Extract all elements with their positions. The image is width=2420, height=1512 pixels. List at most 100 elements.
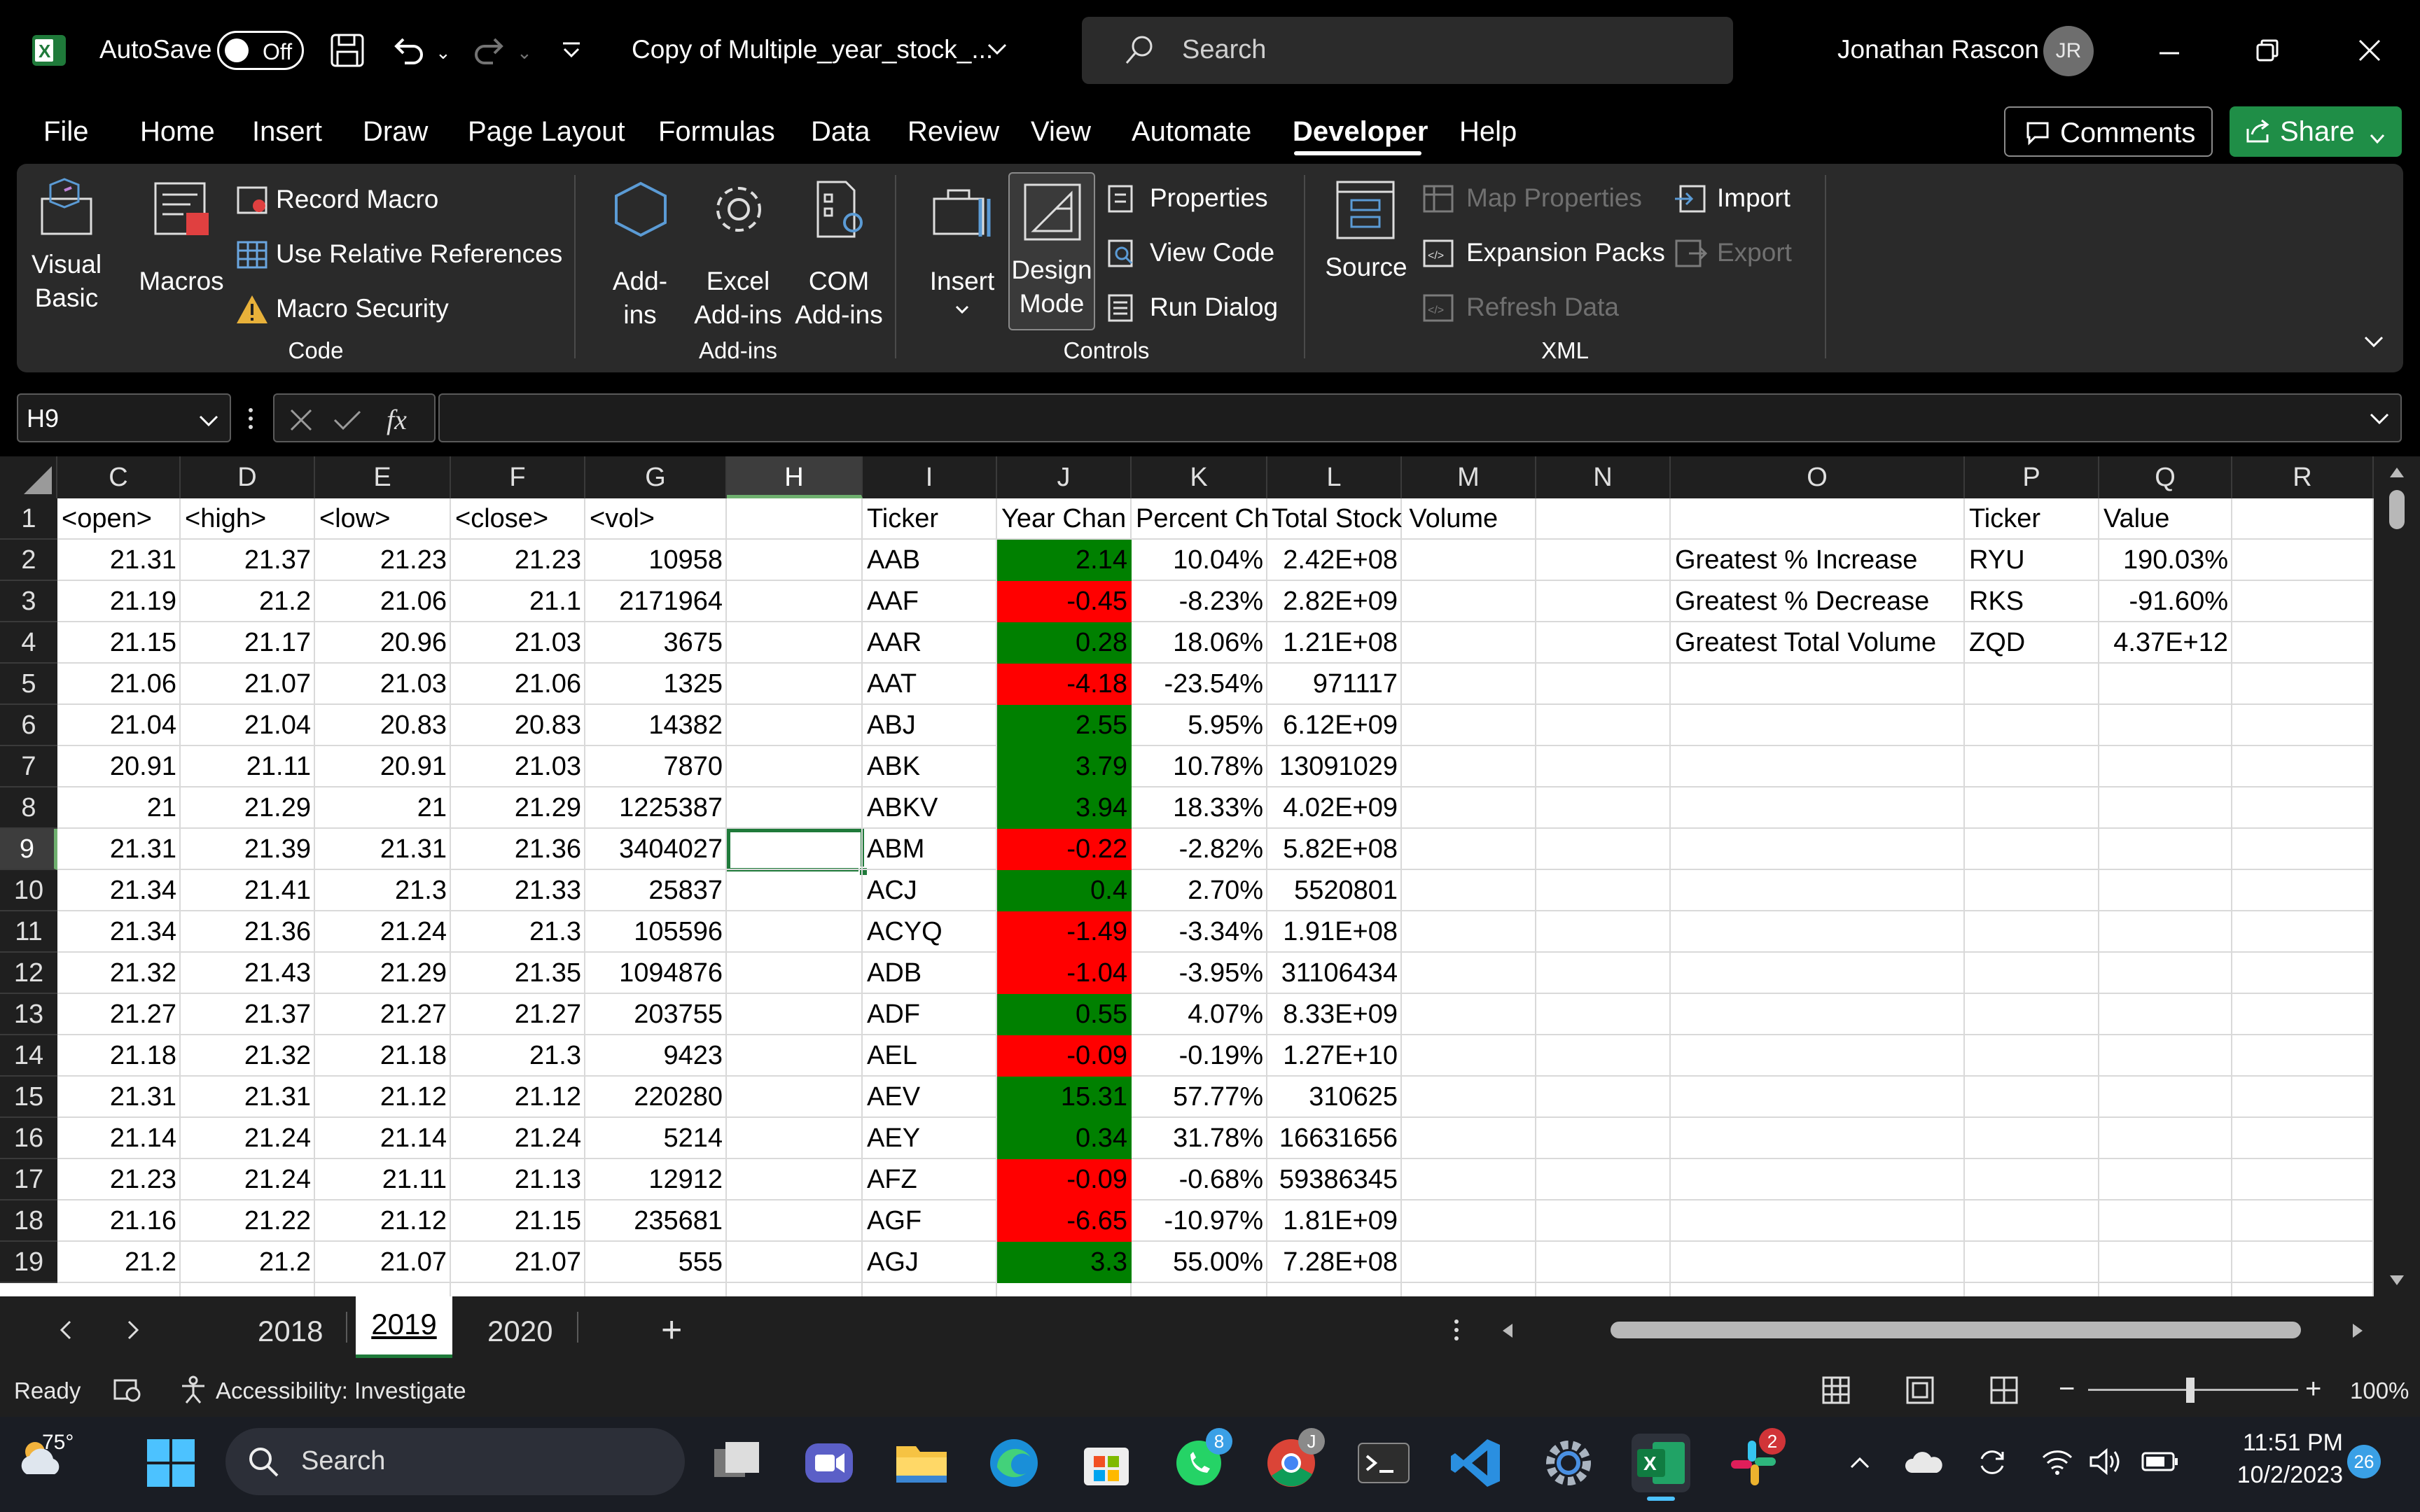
data-cell[interactable]: 21.03 (514, 628, 581, 657)
scroll-down-icon[interactable] (2388, 1273, 2406, 1288)
header-cell-k[interactable]: Percent Ch (1136, 504, 1267, 533)
header-cell-f[interactable]: <close> (455, 504, 549, 533)
data-cell[interactable]: 21.37 (244, 1000, 311, 1029)
column-header-m[interactable]: M (1402, 456, 1536, 498)
accessibility-status[interactable]: Accessibility: Investigate (216, 1378, 466, 1404)
volume-icon[interactable] (2088, 1446, 2125, 1477)
summary-label-cell[interactable]: Greatest Total Volume (1675, 628, 1937, 657)
data-cell[interactable]: 21.07 (380, 1247, 447, 1277)
total-volume-cell[interactable]: 2.82E+09 (1283, 587, 1398, 616)
record-macro-button[interactable]: Record Macro (235, 181, 473, 220)
data-cell[interactable]: 21.27 (109, 1000, 176, 1029)
row-header-3[interactable]: 3 (0, 581, 57, 622)
percent-change-cell[interactable]: 18.06% (1173, 628, 1263, 657)
insert-function-icon[interactable]: fx (387, 404, 407, 435)
summary-ticker-cell[interactable]: RYU (1969, 545, 2025, 575)
row-header-15[interactable]: 15 (0, 1077, 57, 1118)
data-cell[interactable]: 21.03 (514, 752, 581, 781)
header-cell-g[interactable]: <vol> (590, 504, 655, 533)
data-cell[interactable]: 21.06 (109, 669, 176, 699)
header-cell-e[interactable]: <low> (319, 504, 391, 533)
total-volume-cell[interactable]: 59386345 (1279, 1165, 1398, 1194)
data-cell[interactable]: 21.24 (244, 1165, 311, 1194)
total-volume-cell[interactable]: 5.82E+08 (1283, 834, 1398, 864)
ticker-cell[interactable]: ACYQ (867, 917, 943, 946)
summary-ticker-cell[interactable]: ZQD (1969, 628, 2026, 657)
add-sheet-button[interactable]: + (661, 1310, 683, 1350)
data-cell[interactable]: 105596 (634, 917, 723, 946)
percent-change-cell[interactable]: 5.95% (1188, 710, 1263, 740)
summary-value-cell[interactable]: 4.37E+12 (2113, 628, 2228, 657)
ticker-cell[interactable]: ABM (867, 834, 925, 864)
column-header-j[interactable]: J (997, 456, 1132, 498)
summary-value-cell[interactable]: -91.60% (2129, 587, 2228, 616)
whatsapp-icon[interactable] (1169, 1434, 1228, 1492)
row-header-16[interactable]: 16 (0, 1118, 57, 1159)
data-cell[interactable]: 21.12 (380, 1206, 447, 1236)
data-cell[interactable]: 10958 (648, 545, 723, 575)
menu-insert[interactable]: Insert (252, 116, 323, 147)
data-cell[interactable]: 21.2 (259, 587, 311, 616)
header-cell-q[interactable]: Value (2103, 504, 2170, 533)
total-volume-cell[interactable]: 8.33E+09 (1283, 1000, 1398, 1029)
total-volume-cell[interactable]: 7.28E+08 (1283, 1247, 1398, 1277)
data-cell[interactable]: 21.35 (514, 958, 581, 988)
year-change-cell[interactable]: -1.04 (997, 953, 1132, 994)
data-cell[interactable]: 20.83 (514, 710, 581, 740)
row-header-6[interactable]: 6 (0, 705, 57, 746)
data-cell[interactable]: 21.06 (514, 669, 581, 699)
ticker-cell[interactable]: AEL (867, 1041, 917, 1070)
data-cell[interactable]: 2171964 (619, 587, 723, 616)
data-cell[interactable]: 21.29 (244, 793, 311, 822)
settings-icon[interactable] (1539, 1434, 1598, 1492)
ticker-cell[interactable]: ABK (867, 752, 921, 781)
header-cell-p[interactable]: Ticker (1969, 504, 2041, 533)
menu-automate[interactable]: Automate (1132, 116, 1252, 147)
data-cell[interactable]: 5214 (663, 1124, 723, 1153)
search-input[interactable]: Search (1082, 17, 1733, 84)
year-change-cell[interactable]: 3.94 (997, 788, 1132, 829)
percent-change-cell[interactable]: 18.33% (1173, 793, 1263, 822)
design-mode-button[interactable]: Design Mode (1008, 172, 1095, 330)
percent-change-cell[interactable]: -0.68% (1178, 1165, 1263, 1194)
total-volume-cell[interactable]: 5520801 (1294, 876, 1398, 905)
data-cell[interactable]: 21.15 (514, 1206, 581, 1236)
row-header-5[interactable]: 5 (0, 664, 57, 705)
data-cell[interactable]: 14382 (648, 710, 723, 740)
total-volume-cell[interactable]: 1.81E+09 (1283, 1206, 1398, 1236)
file-explorer-icon[interactable] (892, 1434, 951, 1492)
save-icon[interactable] (329, 32, 366, 69)
ticker-cell[interactable]: AEV (867, 1082, 921, 1112)
data-cell[interactable]: 21.31 (380, 834, 447, 864)
percent-change-cell[interactable]: -23.54% (1164, 669, 1263, 699)
cancel-icon[interactable] (287, 406, 315, 434)
user-name[interactable]: Jonathan Rascon (1837, 35, 2039, 64)
year-change-cell[interactable]: -6.65 (997, 1200, 1132, 1242)
redo-dropdown-icon[interactable]: ⌄ (517, 42, 532, 63)
restore-icon[interactable] (2253, 36, 2281, 64)
close-icon[interactable] (2356, 36, 2384, 64)
excel-taskbar-icon[interactable]: X (1632, 1434, 1690, 1492)
tabs-more-icon[interactable] (1452, 1316, 1461, 1344)
column-header-q[interactable]: Q (2099, 456, 2232, 498)
clock-date[interactable]: 10/2/2023 (2237, 1462, 2343, 1488)
row-header-8[interactable]: 8 (0, 788, 57, 829)
data-cell[interactable]: 21.39 (244, 834, 311, 864)
ticker-cell[interactable]: AAR (867, 628, 922, 657)
page-break-view-icon[interactable] (1987, 1373, 2021, 1407)
data-cell[interactable]: 220280 (634, 1082, 723, 1112)
select-all-corner[interactable] (0, 456, 57, 498)
total-volume-cell[interactable]: 971117 (1312, 669, 1398, 699)
zoom-level[interactable]: 100% (2350, 1378, 2409, 1404)
data-cell[interactable]: 21.04 (109, 710, 176, 740)
data-cell[interactable]: 20.96 (380, 628, 447, 657)
row-header-2[interactable]: 2 (0, 540, 57, 581)
ticker-cell[interactable]: AGJ (867, 1247, 919, 1277)
column-header-f[interactable]: F (451, 456, 585, 498)
menu-help[interactable]: Help (1459, 116, 1517, 147)
data-cell[interactable]: 21.43 (244, 958, 311, 988)
column-header-d[interactable]: D (181, 456, 315, 498)
year-change-cell[interactable]: -0.09 (997, 1159, 1132, 1200)
data-cell[interactable]: 21.32 (109, 958, 176, 988)
year-change-cell[interactable]: 2.55 (997, 705, 1132, 746)
